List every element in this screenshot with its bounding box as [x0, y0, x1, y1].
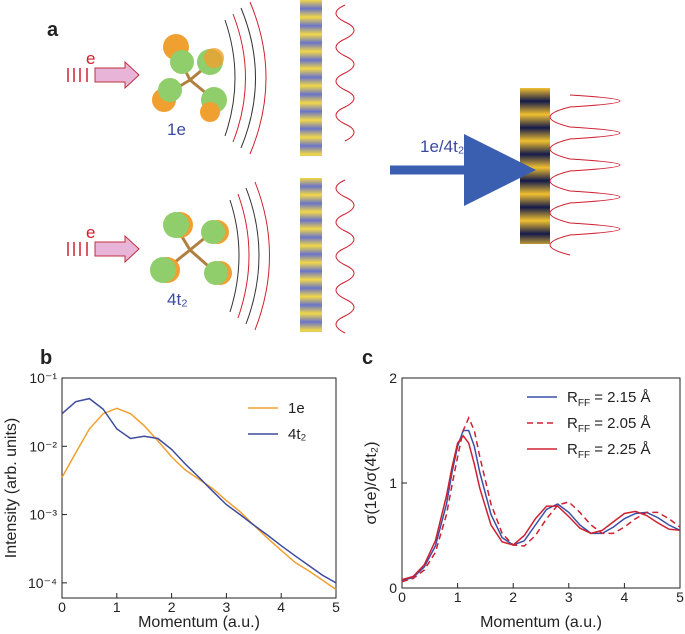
legend-label: 1e	[288, 400, 305, 417]
x-tick-label: 2	[168, 599, 176, 615]
intensity-profile	[335, 179, 355, 334]
x-tick-label: 0	[58, 599, 66, 615]
electron-beam	[67, 68, 88, 256]
scattered-waves	[224, 1, 270, 331]
y-axis-label: Intensity (arb. units)	[3, 418, 20, 559]
fringe-pattern	[300, 178, 322, 332]
molecule	[150, 212, 232, 285]
y-tick-label: 0	[389, 580, 397, 596]
series-line	[61, 407, 337, 591]
panel-label: a	[47, 19, 59, 41]
fringe-pattern	[300, 0, 322, 156]
legend-label: 4t₂	[288, 426, 307, 443]
electron-label: e	[86, 223, 95, 242]
series-line	[401, 429, 681, 582]
y-tick-label: 10⁻³	[29, 507, 57, 523]
series-line	[401, 434, 681, 581]
x-axis-label: Momentum (a.u.)	[480, 614, 602, 631]
orbital-label: 1e	[167, 120, 186, 139]
panel-label: b	[40, 347, 52, 369]
series-line	[61, 397, 337, 584]
x-tick-label: 0	[398, 589, 406, 605]
legend-label: RFF = 2.15 Å	[567, 389, 651, 409]
orbital-label: 4t₂	[167, 290, 188, 309]
y-tick-label: 10⁻²	[29, 438, 57, 454]
legend-label: RFF = 2.25 Å	[567, 441, 651, 461]
y-tick-label: 10⁻¹	[29, 370, 57, 386]
panel-label: c	[362, 347, 373, 369]
panel-a-diagram: a e e 1e	[47, 0, 621, 334]
y-axis-label: σ(1e)/σ(4t₂)	[363, 442, 380, 525]
beam-arrow	[94, 234, 140, 264]
x-tick-label: 2	[509, 589, 517, 605]
x-tick-label: 4	[277, 599, 285, 615]
x-tick-label: 1	[454, 589, 462, 605]
x-tick-label: 3	[565, 589, 573, 605]
intensity-profile	[549, 94, 621, 256]
intensity-profile	[335, 4, 355, 142]
molecule	[152, 34, 227, 122]
x-tick-label: 5	[676, 589, 684, 605]
series-line	[401, 416, 681, 583]
x-tick-label: 4	[621, 589, 629, 605]
plot-frame	[401, 377, 681, 589]
electron-label: e	[86, 49, 95, 68]
beam-arrow	[94, 60, 140, 90]
fringe-pattern	[520, 88, 550, 244]
x-tick-label: 5	[332, 599, 340, 615]
x-axis-label: Momentum (a.u.)	[138, 614, 260, 631]
y-tick-label: 1	[389, 475, 397, 491]
x-tick-label: 1	[113, 599, 121, 615]
legend-label: RFF = 2.05 Å	[567, 415, 651, 435]
y-tick-label: 2	[389, 370, 397, 386]
y-tick-label: 10⁻⁴	[28, 575, 57, 591]
arrow-label: 1e/4t₂	[420, 137, 464, 156]
x-tick-label: 3	[223, 599, 231, 615]
plot-frame	[61, 377, 337, 599]
